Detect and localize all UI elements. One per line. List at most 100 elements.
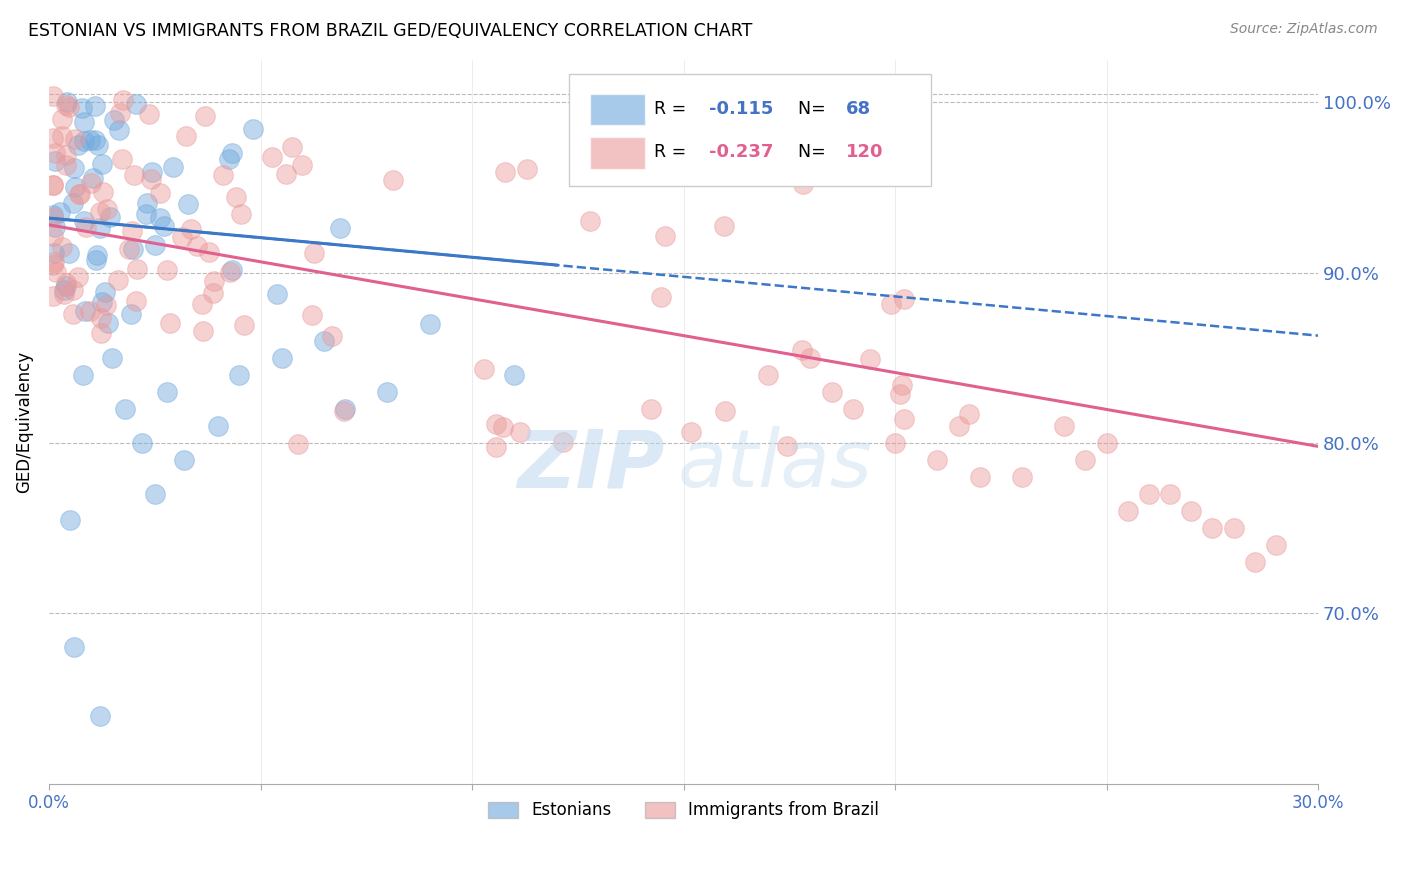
Point: [640, 402, 662, 417]
Point: [62, 196, 84, 211]
Point: [927, 453, 949, 467]
Point: [242, 121, 264, 136]
Point: [63, 640, 86, 655]
Point: [44, 153, 66, 168]
Point: [103, 112, 125, 127]
Point: [221, 146, 243, 161]
Point: [84, 253, 107, 268]
Point: [332, 403, 354, 417]
Point: [42, 178, 65, 193]
Point: [117, 243, 139, 257]
Point: [891, 377, 914, 392]
Point: [122, 168, 145, 182]
Point: [858, 352, 880, 367]
Point: [893, 411, 915, 425]
Point: [112, 93, 135, 107]
Point: [654, 228, 676, 243]
Point: [776, 439, 799, 453]
Point: [969, 470, 991, 484]
Point: [756, 368, 779, 382]
Point: [62, 307, 84, 321]
Point: [82, 170, 104, 185]
Point: [419, 317, 441, 331]
Point: [73, 134, 96, 148]
Point: [219, 265, 242, 279]
Point: [381, 173, 404, 187]
Point: [107, 273, 129, 287]
Point: [45, 265, 67, 279]
Point: [893, 293, 915, 307]
Point: [1243, 555, 1265, 569]
Point: [287, 437, 309, 451]
Point: [67, 186, 90, 201]
Point: [884, 436, 907, 450]
Point: [650, 290, 672, 304]
Point: [55, 277, 77, 291]
Point: [51, 240, 73, 254]
Text: R =: R =: [654, 100, 692, 118]
Point: [86, 247, 108, 261]
Point: [229, 207, 252, 221]
Point: [509, 425, 531, 439]
Point: [1011, 470, 1033, 484]
Point: [124, 97, 146, 112]
Point: [80, 177, 103, 191]
Point: [97, 317, 120, 331]
Point: [122, 242, 145, 256]
Point: [176, 196, 198, 211]
Point: [66, 137, 89, 152]
Point: [125, 262, 148, 277]
Point: [202, 274, 225, 288]
Point: [1222, 521, 1244, 535]
Point: [948, 418, 970, 433]
Point: [143, 237, 166, 252]
Point: [578, 214, 600, 228]
Point: [89, 708, 111, 723]
Point: [94, 285, 117, 300]
Point: [194, 109, 217, 123]
Point: [89, 205, 111, 219]
Point: [1095, 436, 1118, 450]
Point: [73, 115, 96, 129]
Point: [266, 286, 288, 301]
Text: -0.115: -0.115: [709, 100, 773, 118]
Point: [56, 95, 79, 109]
Point: [301, 308, 323, 322]
Point: [58, 100, 80, 114]
Point: [333, 401, 356, 416]
Point: [83, 132, 105, 146]
Point: [162, 160, 184, 174]
Point: [121, 224, 143, 238]
Point: [90, 295, 112, 310]
Text: ESTONIAN VS IMMIGRANTS FROM BRAZIL GED/EQUIVALENCY CORRELATION CHART: ESTONIAN VS IMMIGRANTS FROM BRAZIL GED/E…: [28, 22, 752, 40]
Point: [44, 219, 66, 234]
Point: [110, 152, 132, 166]
Point: [55, 278, 77, 293]
Point: [1137, 487, 1160, 501]
Point: [472, 361, 495, 376]
Legend: Estonians, Immigrants from Brazil: Estonians, Immigrants from Brazil: [481, 795, 886, 826]
Point: [186, 239, 208, 253]
Text: 68: 68: [846, 100, 872, 118]
Point: [553, 434, 575, 449]
Point: [90, 311, 112, 326]
Point: [42, 228, 65, 243]
Point: [173, 453, 195, 467]
Point: [58, 245, 80, 260]
Point: [851, 156, 873, 170]
Point: [63, 132, 86, 146]
Point: [91, 185, 114, 199]
Point: [679, 425, 702, 439]
Point: [1116, 504, 1139, 518]
Point: [120, 307, 142, 321]
Text: N=: N=: [797, 144, 831, 161]
Point: [792, 177, 814, 191]
Point: [67, 269, 90, 284]
Point: [49, 205, 72, 219]
Point: [274, 168, 297, 182]
Point: [135, 196, 157, 211]
Point: [143, 487, 166, 501]
Point: [221, 262, 243, 277]
Point: [83, 99, 105, 113]
Point: [90, 156, 112, 170]
